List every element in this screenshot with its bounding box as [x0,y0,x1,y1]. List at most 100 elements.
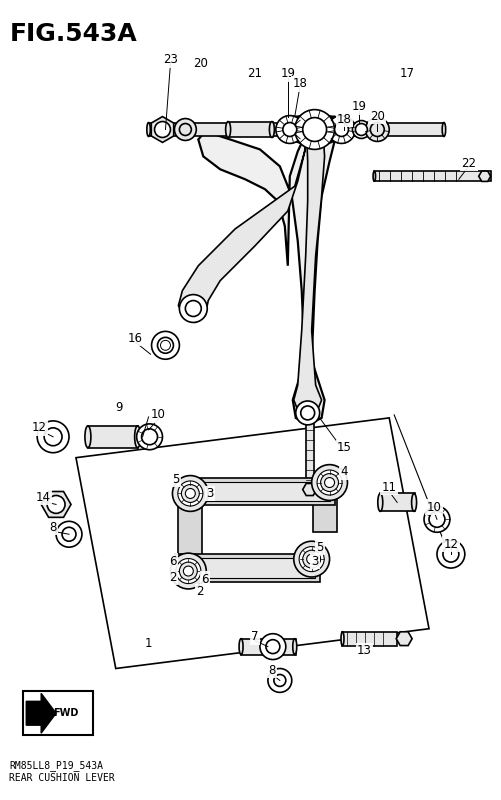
Circle shape [274,674,285,686]
Ellipse shape [85,426,91,448]
Ellipse shape [287,114,341,146]
Circle shape [327,115,355,143]
Text: 8: 8 [268,664,275,677]
Text: 3: 3 [206,487,213,500]
Polygon shape [76,418,428,669]
Circle shape [174,118,196,141]
Circle shape [175,558,200,583]
Text: 3: 3 [310,554,318,568]
Bar [374,171,489,182]
Polygon shape [26,694,56,733]
Polygon shape [198,117,337,425]
Bar [380,494,414,511]
Circle shape [293,542,329,577]
Text: 8: 8 [49,521,57,534]
Circle shape [157,338,173,354]
Circle shape [370,122,383,137]
Circle shape [141,429,157,445]
Circle shape [306,554,316,564]
Text: 19: 19 [280,67,295,80]
Polygon shape [478,171,489,182]
Circle shape [179,562,197,580]
Text: 18: 18 [336,113,351,126]
Circle shape [47,495,65,514]
Bar [88,426,137,448]
Circle shape [181,485,199,502]
Circle shape [177,481,202,506]
Text: FWD: FWD [53,708,79,718]
Bar [227,122,273,138]
Circle shape [160,340,170,350]
Text: FIG.543A: FIG.543A [10,22,137,46]
Text: 16: 16 [128,332,143,345]
Ellipse shape [340,632,343,646]
Circle shape [172,475,208,511]
Circle shape [37,421,69,453]
Circle shape [320,474,338,491]
Bar [342,632,396,646]
Text: 2: 2 [196,586,203,598]
Polygon shape [151,117,173,142]
Bar [312,482,336,532]
Text: 21: 21 [247,67,262,80]
Ellipse shape [372,171,375,182]
Circle shape [151,331,179,359]
Circle shape [260,634,285,659]
Circle shape [170,553,206,589]
Polygon shape [178,126,306,322]
Text: 4: 4 [340,465,348,478]
Circle shape [302,118,326,142]
Text: 19: 19 [351,100,366,113]
Circle shape [334,122,348,137]
Ellipse shape [146,122,150,137]
Text: 6: 6 [168,554,176,568]
Circle shape [56,522,82,547]
Circle shape [62,527,76,542]
Ellipse shape [441,122,445,137]
Circle shape [276,115,303,143]
Ellipse shape [134,426,140,448]
Text: 9: 9 [115,402,122,414]
Polygon shape [395,632,411,646]
Text: REAR CUSHION LEVER: REAR CUSHION LEVER [10,773,115,783]
Circle shape [300,121,318,138]
Text: 5: 5 [171,473,179,486]
Polygon shape [41,491,71,518]
Bar [180,558,314,578]
Polygon shape [293,126,324,418]
Text: 7: 7 [250,630,258,643]
Circle shape [154,122,170,138]
Circle shape [311,465,347,501]
Text: 14: 14 [36,491,51,504]
Circle shape [179,123,191,135]
Circle shape [282,122,296,137]
Bar [148,122,443,137]
Text: 11: 11 [381,481,396,494]
Bar [185,482,329,502]
Circle shape [295,401,319,425]
Circle shape [136,424,162,450]
Circle shape [300,406,314,420]
Circle shape [266,640,279,654]
Bar [305,420,313,490]
Text: 18: 18 [292,78,307,90]
Text: 13: 13 [356,644,371,657]
Circle shape [352,121,370,138]
Circle shape [303,123,315,135]
Circle shape [268,669,291,692]
Text: 12: 12 [442,538,457,550]
Ellipse shape [411,494,416,511]
Text: 1: 1 [144,637,152,650]
Text: 10: 10 [151,409,166,422]
Circle shape [317,470,341,495]
Circle shape [428,511,444,527]
Circle shape [299,546,324,572]
Circle shape [365,118,388,142]
Text: 23: 23 [163,54,177,66]
Text: 2: 2 [168,570,176,583]
Text: 6: 6 [201,573,208,586]
Circle shape [436,540,464,568]
Bar [180,478,334,506]
Circle shape [302,550,320,568]
Text: 12: 12 [32,422,47,434]
